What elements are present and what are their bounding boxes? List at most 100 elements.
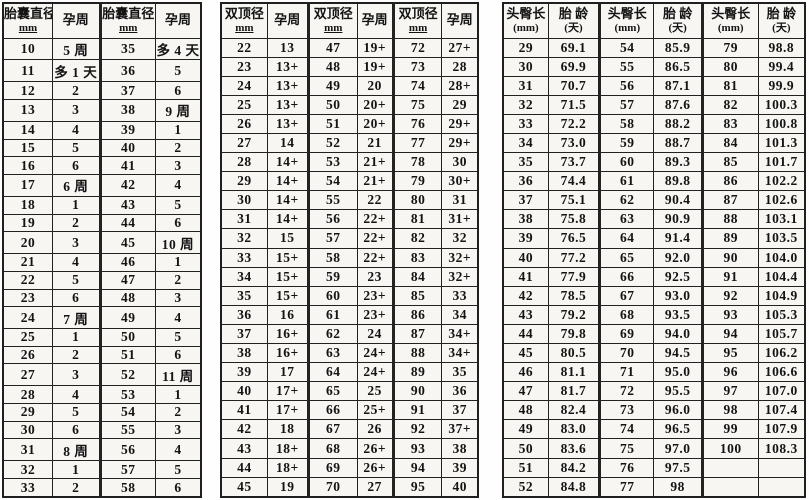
table-row: 10 5 周 35 多 4 天 bbox=[2, 37, 202, 61]
table-cell: 2 bbox=[52, 478, 101, 498]
table-cell: 57 bbox=[306, 228, 358, 249]
table-cell: 15 bbox=[2, 138, 53, 158]
table-cell: 95.5 bbox=[653, 381, 703, 402]
table-cell: 30 bbox=[441, 152, 479, 173]
table-cell: 87.6 bbox=[653, 94, 703, 115]
table-cell: 52 bbox=[502, 476, 549, 498]
table-cell: 26 bbox=[356, 419, 394, 440]
table-cell: 105.3 bbox=[757, 304, 806, 325]
table-cell: 23 bbox=[2, 288, 53, 308]
table-cell: 98 bbox=[700, 400, 759, 421]
table-cell: 70 bbox=[306, 476, 358, 498]
table-cell: 18 bbox=[266, 419, 309, 440]
table-cell: 27 bbox=[2, 363, 53, 387]
table-cell: 21 bbox=[356, 132, 394, 154]
table-cell: 44 bbox=[98, 213, 156, 233]
table-cell: 1 bbox=[154, 385, 202, 405]
table-cell: 52 bbox=[306, 132, 358, 154]
table-cell: 32+ bbox=[441, 266, 479, 287]
table-cell: 2 bbox=[52, 81, 101, 100]
table-row: 37 75.1 62 90.4 87 102.6 bbox=[502, 190, 806, 211]
table-cell: 5 bbox=[52, 270, 101, 290]
table-cell: 102.6 bbox=[757, 190, 806, 211]
table-cell: 24 bbox=[220, 75, 268, 96]
table-cell: 33 bbox=[220, 247, 268, 268]
table-cell: 51 bbox=[306, 113, 358, 134]
table-cell: 33 bbox=[2, 478, 53, 498]
table-cell: 13+ bbox=[266, 56, 309, 77]
table-cell: 70 bbox=[598, 342, 655, 364]
table-cell: 46 bbox=[502, 362, 549, 383]
table-cell: 73.0 bbox=[547, 132, 601, 154]
table-row: 42 18 67 26 92 37+ bbox=[220, 419, 479, 440]
table-cell: 20+ bbox=[356, 94, 394, 115]
table-cell: 84.2 bbox=[547, 457, 601, 478]
table-cell: 77 bbox=[598, 476, 655, 498]
table-cell: 61 bbox=[598, 171, 655, 192]
table-cell: 33 bbox=[502, 113, 549, 134]
table-cell: 26 bbox=[2, 345, 53, 365]
table-row: 40 17+ 65 25 90 36 bbox=[220, 381, 479, 402]
table-cell: 20 bbox=[2, 231, 53, 255]
table-cell: 107.4 bbox=[757, 400, 806, 421]
table-header: 双顶径 mm 孕周 双顶径 mm 孕周 双顶径 mm 孕周 bbox=[220, 2, 479, 39]
table-cell: 15+ bbox=[266, 285, 309, 306]
table-cell: 4 bbox=[154, 173, 202, 197]
table-cell: 22 bbox=[2, 270, 53, 290]
column-header: 孕周 bbox=[356, 2, 394, 39]
table-row: 23 13+ 48 19+ 73 28 bbox=[220, 56, 479, 77]
table-cell: 94.0 bbox=[653, 323, 703, 345]
table-row: 30 69.9 55 86.5 80 99.4 bbox=[502, 56, 806, 77]
table-row: 43 18+ 68 26+ 93 38 bbox=[220, 438, 479, 459]
table-cell: 39 bbox=[220, 362, 268, 383]
table-cell: 49 bbox=[502, 419, 549, 440]
table-cell: 41 bbox=[502, 266, 549, 287]
table-row: 42 78.5 67 93.0 92 104.9 bbox=[502, 285, 806, 306]
table-cell: 14+ bbox=[266, 190, 309, 211]
table-cell: 39 bbox=[441, 457, 479, 478]
table-cell: 15 bbox=[266, 228, 309, 249]
table-cell: 81 bbox=[391, 209, 443, 230]
table-cell: 18+ bbox=[266, 438, 309, 459]
table-cell: 38 bbox=[220, 342, 268, 364]
table-cell: 56 bbox=[598, 75, 655, 96]
table-cell: 54 bbox=[598, 37, 655, 58]
table-cell: 6 bbox=[154, 213, 202, 233]
table-cell bbox=[757, 457, 806, 478]
table-cell: 30 bbox=[220, 190, 268, 211]
table-cell: 79 bbox=[700, 37, 759, 58]
table-cell: 40 bbox=[441, 476, 479, 498]
table-cell: 99.4 bbox=[757, 56, 806, 77]
table-cell: 92.0 bbox=[653, 247, 703, 268]
table-cell: 2 bbox=[154, 138, 202, 158]
table-cell: 4 bbox=[52, 120, 101, 140]
table-cell: 1 bbox=[52, 195, 101, 215]
table-cell: 2 bbox=[154, 403, 202, 422]
table-cell: 47 bbox=[502, 381, 549, 402]
table-row: 33 72.2 58 88.2 83 100.8 bbox=[502, 113, 806, 134]
table-cell: 106.6 bbox=[757, 362, 806, 383]
table-cell: 23+ bbox=[356, 304, 394, 325]
table-cell: 70.7 bbox=[547, 75, 601, 96]
table-row: 17 6 周 42 4 bbox=[2, 173, 202, 197]
table-cell: 93 bbox=[391, 438, 443, 459]
table-cell: 27+ bbox=[441, 37, 479, 58]
table-row: 44 18+ 69 26+ 94 39 bbox=[220, 457, 479, 478]
table-cell: 69 bbox=[598, 323, 655, 345]
table-cell: 16+ bbox=[266, 342, 309, 364]
table-cell: 11 周 bbox=[154, 363, 202, 387]
table-cell: 85 bbox=[700, 152, 759, 173]
table-cell: 77.2 bbox=[547, 247, 601, 268]
table-cell: 66 bbox=[306, 400, 358, 421]
table-cell: 45 bbox=[220, 476, 268, 498]
table-cell: 13 bbox=[2, 98, 53, 122]
table-cell: 22+ bbox=[356, 228, 394, 249]
table-cell: 44 bbox=[220, 457, 268, 478]
table-cell: 42 bbox=[220, 419, 268, 440]
table-cell: 32 bbox=[441, 228, 479, 249]
table-cell: 5 bbox=[52, 403, 101, 422]
table-cell: 35 bbox=[98, 37, 156, 61]
table-cell: 55 bbox=[598, 56, 655, 77]
table-row: 32 71.5 57 87.6 82 100.3 bbox=[502, 94, 806, 115]
table-row: 31 8 周 56 4 bbox=[2, 438, 202, 462]
